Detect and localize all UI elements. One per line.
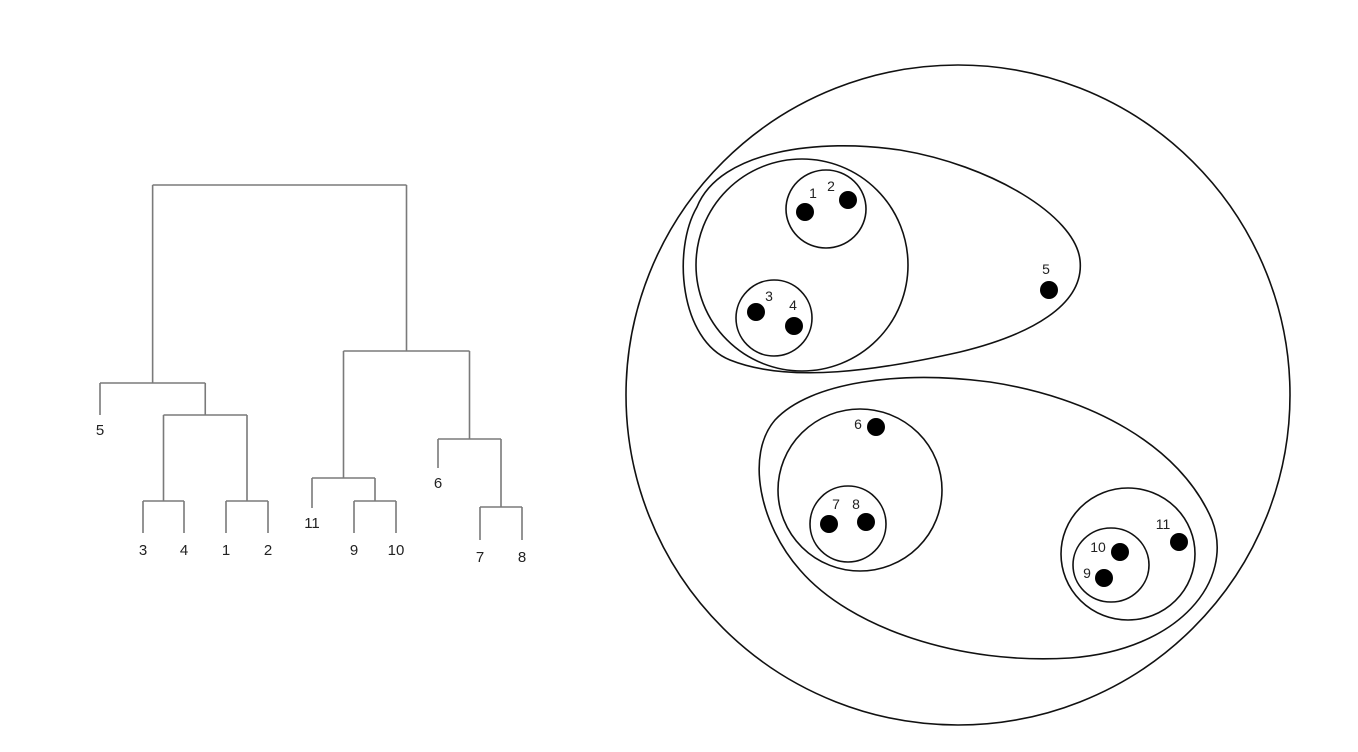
point-label: 4 <box>789 297 797 313</box>
data-point <box>867 418 885 436</box>
point-label: 3 <box>765 288 773 304</box>
data-point <box>796 203 814 221</box>
leaf-label: 3 <box>139 542 147 559</box>
data-point <box>1095 569 1113 587</box>
data-point <box>1111 543 1129 561</box>
data-point <box>820 515 838 533</box>
leaf-label: 7 <box>476 549 484 566</box>
point-label: 5 <box>1042 261 1050 277</box>
leaf-label: 11 <box>304 515 320 532</box>
data-point <box>785 317 803 335</box>
cluster-boundary-c910 <box>1072 527 1150 603</box>
data-point <box>1170 533 1188 551</box>
point-label: 8 <box>852 496 860 512</box>
data-point <box>1040 281 1058 299</box>
cluster-boundaries <box>625 64 1291 726</box>
cluster-boundary-c678 <box>777 408 943 572</box>
point-label: 7 <box>832 496 840 512</box>
leaf-label: 8 <box>518 549 526 566</box>
leaf-label: 9 <box>350 542 358 559</box>
cluster-boundary-c78 <box>809 485 887 563</box>
leaf-label: 4 <box>180 542 188 559</box>
leaf-label: 2 <box>264 542 272 559</box>
cluster-boundary-c91011 <box>1060 487 1196 621</box>
cluster-boundary-all <box>625 64 1291 726</box>
cluster-boundary-c67891011 <box>758 376 1218 660</box>
point-label: 2 <box>827 178 835 194</box>
leaf-label: 1 <box>222 542 230 559</box>
leaf-label: 6 <box>434 475 442 492</box>
data-point <box>839 191 857 209</box>
point-label: 10 <box>1090 539 1106 555</box>
data-point <box>857 513 875 531</box>
cluster-boundary-c12 <box>785 169 867 249</box>
point-label: 9 <box>1083 565 1091 581</box>
cluster-boundary-c34 <box>735 279 813 357</box>
leaf-label: 10 <box>388 542 405 559</box>
cluster-boundary-c12345 <box>682 145 1081 374</box>
point-label: 11 <box>1156 516 1171 532</box>
leaf-label: 5 <box>96 422 104 439</box>
dendrogram: 5 3 4 1 2 11 9 10 6 7 8 <box>96 184 526 566</box>
point-label: 6 <box>854 416 862 432</box>
point-label: 1 <box>809 185 817 201</box>
data-point <box>747 303 765 321</box>
cluster-boundary-c1234 <box>695 158 909 372</box>
